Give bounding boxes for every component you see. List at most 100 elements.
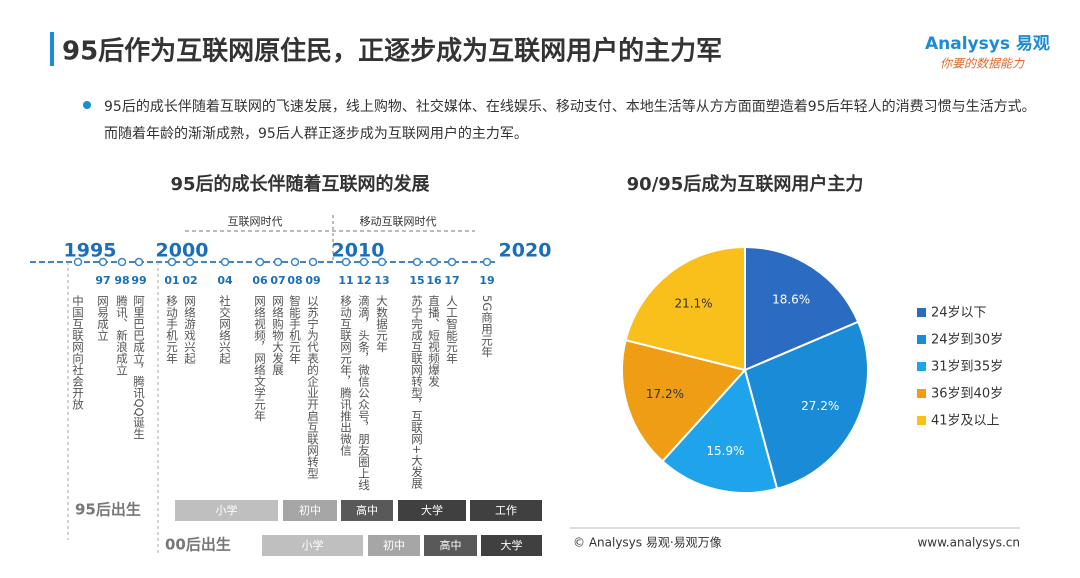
legend-swatch	[917, 362, 926, 371]
stage-box	[283, 500, 337, 521]
event-text: 苏宁完成互联网转型，互联网+大发展	[410, 295, 424, 489]
event-dot	[73, 257, 83, 267]
event-year: 07	[270, 274, 285, 287]
event-year: 15	[409, 274, 424, 287]
event-text: 网络游戏兴起	[183, 295, 197, 364]
stage-text: 小学	[302, 538, 324, 552]
stage-box	[175, 500, 278, 521]
bullet-dot	[83, 101, 91, 109]
event-dot	[98, 257, 108, 267]
stage-text: 初中	[383, 538, 405, 552]
stage-box	[262, 535, 363, 556]
event-dot	[341, 257, 351, 267]
timeline-title: 95后的成长伴随着互联网的发展	[170, 173, 430, 195]
event-dot	[273, 257, 283, 267]
event-text: 网络视频，网络文学元年	[253, 295, 267, 422]
logo-tagline: 你要的数据能力	[940, 57, 1025, 71]
stage-text: 小学	[216, 503, 238, 517]
era-label: 互联网时代	[228, 215, 283, 228]
legend-swatch	[917, 389, 926, 398]
pie-slice	[621, 338, 747, 463]
legend-swatch	[917, 335, 926, 344]
legend-label: 31岁到35岁	[931, 360, 1003, 375]
event-text: 腾讯、新浪成立	[115, 295, 129, 376]
event-year: 13	[374, 274, 389, 287]
event-year: 08	[287, 274, 302, 287]
event-year: 11	[338, 274, 353, 287]
stage-box	[398, 500, 466, 521]
stage-text: 工作	[495, 504, 517, 517]
era-label: 移动互联网时代	[360, 215, 437, 228]
stage-box	[424, 535, 477, 556]
year-label: 1995	[64, 240, 117, 262]
year-label: 2020	[499, 240, 552, 262]
event-text: 人工智能元年	[445, 295, 459, 364]
legend-swatch	[917, 308, 926, 317]
legend-label: 24岁到30岁	[931, 333, 1003, 348]
event-text: 移动手机元年	[165, 295, 179, 364]
event-text: 移动互联网元年，腾讯推出微信	[339, 295, 353, 456]
event-text: 网络购物大发展	[271, 295, 285, 376]
event-dot	[134, 257, 144, 267]
legend-swatch	[917, 416, 926, 425]
event-year: 99	[131, 274, 146, 287]
event-text: 智能手机元年	[288, 295, 302, 364]
pie-slice	[743, 320, 869, 490]
value-label: 18.6%	[772, 293, 810, 307]
event-dot	[359, 257, 369, 267]
slide-title: 95后作为互联网原住民，正逐步成为互联网用户的主力军	[62, 36, 722, 67]
event-dot	[412, 257, 422, 267]
event-year: 04	[217, 274, 233, 287]
year-label: 2010	[332, 240, 385, 262]
event-year: 09	[305, 274, 320, 287]
event-dot	[220, 257, 230, 267]
event-text: 5G商用元年	[480, 295, 494, 358]
stage-label: 00后出生	[165, 536, 231, 554]
copyright: © Analysys 易观·易观万像	[573, 536, 722, 550]
title-bar	[50, 32, 54, 66]
event-text: 社交网络兴起	[218, 295, 232, 364]
value-label: 15.9%	[706, 444, 744, 458]
stage-text: 初中	[299, 503, 321, 517]
event-year: 98	[114, 274, 129, 287]
event-text: 中国互联网向社会开放	[71, 295, 85, 410]
year-label: 2000	[156, 240, 209, 262]
event-dot	[290, 257, 300, 267]
stage-box	[481, 535, 542, 556]
pie-slice	[661, 367, 779, 494]
bullet-text: 95后的成长伴随着互联网的飞速发展，线上购物、社交媒体、在线娱乐、移动支付、本地…	[104, 99, 1036, 142]
event-text: 阿里巴巴成立，腾讯QQ诞生	[132, 295, 146, 440]
stage-box	[341, 500, 393, 521]
legend-label: 41岁及以上	[931, 414, 1000, 429]
event-dot	[117, 257, 127, 267]
event-text: 大数据元年	[375, 295, 389, 353]
pie-slice	[744, 245, 860, 372]
stage-text: 高中	[356, 503, 378, 517]
event-dot	[185, 257, 195, 267]
event-year: 16	[426, 274, 442, 287]
stage-text: 大学	[501, 538, 523, 552]
value-label: 17.2%	[646, 387, 684, 401]
stage-box	[368, 535, 420, 556]
value-label: 21.1%	[674, 297, 712, 311]
event-year: 17	[444, 274, 459, 287]
event-dot	[308, 257, 318, 267]
event-text: 滴滴，头条，微信公众号，朋友圈上线	[357, 295, 371, 491]
event-dot	[167, 257, 177, 267]
url: www.analysys.cn	[917, 536, 1020, 550]
event-dot	[377, 257, 387, 267]
event-dot	[255, 257, 265, 267]
event-year: 06	[252, 274, 268, 287]
stage-label: 95后出生	[75, 501, 141, 519]
event-dot	[482, 257, 492, 267]
stage-box	[470, 500, 542, 521]
event-year: 12	[356, 274, 371, 287]
stage-text: 大学	[421, 503, 443, 517]
event-text: 直播、短视频爆发	[427, 295, 441, 387]
event-text: 网易成立	[96, 295, 110, 341]
chart-title: 90/95后成为互联网用户主力	[627, 173, 864, 195]
pie-slice	[624, 245, 746, 372]
event-dot	[429, 257, 439, 267]
legend-label: 24岁以下	[931, 306, 987, 321]
